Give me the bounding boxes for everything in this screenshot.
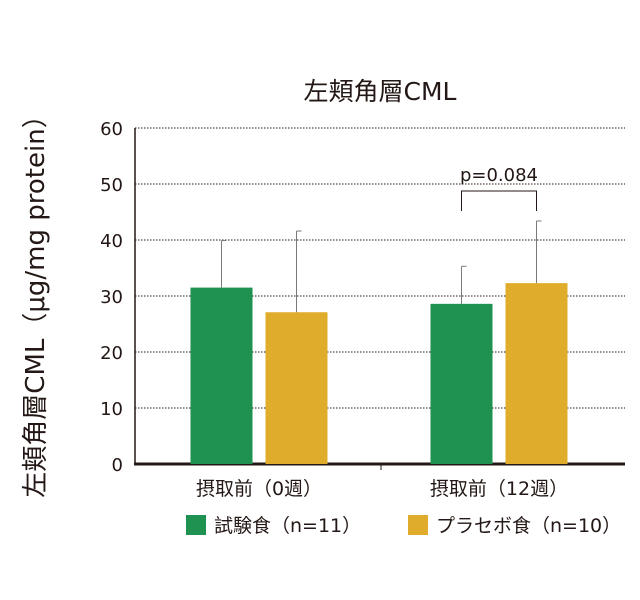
y-tick-label: 60	[100, 119, 123, 140]
bar	[505, 283, 568, 464]
x-tick-label: 摂取前（0週）	[196, 478, 322, 500]
significance-label: p=0.084	[460, 165, 538, 186]
bar	[430, 303, 493, 464]
y-tick-label: 0	[112, 455, 123, 476]
legend-swatch	[408, 515, 428, 535]
bar	[265, 312, 328, 464]
y-axis-label: 左頬角層CML（μg/mg protein）	[21, 102, 51, 497]
bar	[190, 287, 253, 464]
legend-swatch	[186, 515, 206, 535]
y-tick-label: 30	[100, 287, 123, 308]
significance-bracket	[461, 190, 537, 211]
y-tick-label: 40	[100, 231, 123, 252]
legend: 試験食（n=11） プラセボ食（n=10）	[186, 515, 621, 537]
x-tick-label: 摂取前（12週）	[430, 478, 568, 500]
y-tick-label: 50	[100, 175, 123, 196]
chart-title: 左頬角層CML	[304, 77, 457, 106]
legend-label: 試験食（n=11）	[214, 515, 361, 537]
y-tick-label: 20	[100, 343, 123, 364]
plot-area: 0 10 20 30 40 50 60 摂取前（0週） 摂取前（12週） p=0.084	[100, 119, 625, 500]
legend-label: プラセボ食（n=10）	[436, 515, 621, 537]
y-tick-label: 10	[100, 399, 123, 420]
